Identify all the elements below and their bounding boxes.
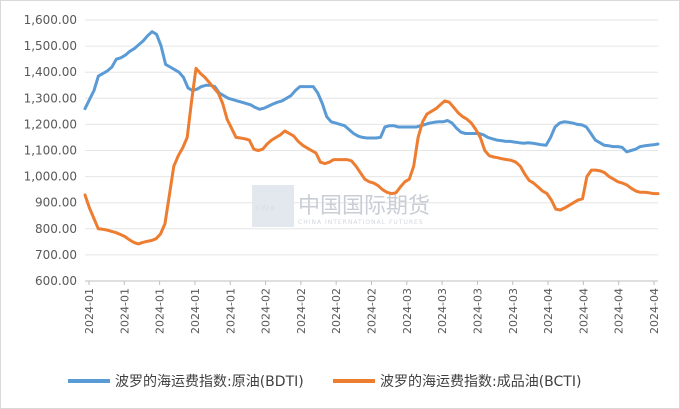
series-line-bcti xyxy=(83,66,660,246)
series-line-bdti xyxy=(83,30,660,154)
watermark-logo-text: cifco xyxy=(256,205,275,212)
legend: 波罗的海运费指数:原油(BDTI) 波罗的海运费指数:成品油(BCTI) xyxy=(68,374,581,390)
x-tick-label: 2024-03 xyxy=(507,288,520,334)
y-tick-label: 1,000.00 xyxy=(24,170,77,184)
x-tick-label: 2024-04 xyxy=(648,288,661,334)
y-tick-label: 1,400.00 xyxy=(24,65,77,79)
y-axis-tick-labels: 600.00 700.00 800.00 900.00 1,000.00 1,100.00… xyxy=(24,13,77,288)
watermark: cifco 中国国际期货 CHINA INTERNATIONAL FUTURES xyxy=(252,185,430,227)
y-tick-label: 600.00 xyxy=(35,274,77,288)
series-lines xyxy=(83,30,660,246)
y-tick-label: 1,100.00 xyxy=(24,144,77,158)
x-tick-label: 2024-02 xyxy=(366,288,379,334)
x-tick-label: 2024-01 xyxy=(189,288,202,334)
y-tick-label: 900.00 xyxy=(35,196,77,210)
x-tick-label: 2024-03 xyxy=(471,288,484,334)
x-tick-label: 2024-01 xyxy=(154,288,167,334)
x-tick-label: 2024-04 xyxy=(613,288,626,334)
y-tick-label: 1,300.00 xyxy=(24,91,77,105)
x-tick-label: 2024-03 xyxy=(436,288,449,334)
x-tick-label: 2024-02 xyxy=(260,288,273,334)
x-tick-label: 2024-01 xyxy=(224,288,237,334)
x-tick-label: 2024-04 xyxy=(542,288,555,334)
y-tick-label: 1,200.00 xyxy=(24,117,77,131)
y-tick-label: 800.00 xyxy=(35,222,77,236)
watermark-subtext: CHINA INTERNATIONAL FUTURES xyxy=(298,219,424,226)
y-tick-label: 700.00 xyxy=(35,248,77,262)
y-tick-label: 1,600.00 xyxy=(24,13,77,27)
x-tick-label: 2024-04 xyxy=(577,288,590,334)
x-tick-label: 2024-01 xyxy=(118,288,131,334)
x-tick-label: 2024-01 xyxy=(83,288,96,334)
legend-label-bdti: 波罗的海运费指数:原油(BDTI) xyxy=(115,374,304,390)
x-tick-label: 2024-02 xyxy=(295,288,308,334)
y-tick-label: 1,500.00 xyxy=(24,39,77,53)
gridlines xyxy=(85,19,658,282)
x-axis-tick-labels: 2024-01 2024-01 2024-01 2024-01 2024-01 2024-… xyxy=(83,281,661,334)
watermark-text: 中国国际期货 xyxy=(298,194,430,219)
watermark-logo-box xyxy=(252,185,294,227)
x-tick-label: 2024-02 xyxy=(330,288,343,334)
x-tick-label: 2024-03 xyxy=(401,288,414,334)
legend-label-bcti: 波罗的海运费指数:成品油(BCTI) xyxy=(380,374,581,390)
